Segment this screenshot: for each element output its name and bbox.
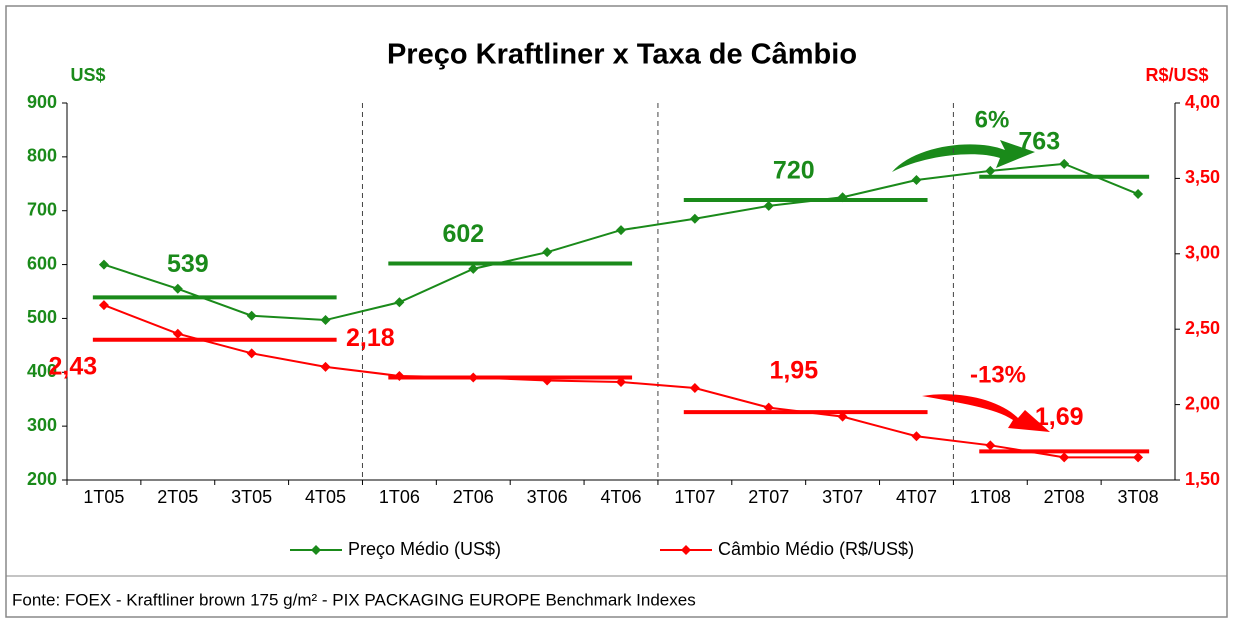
chart-border xyxy=(5,5,1228,618)
y2-tick-label: 1,50 xyxy=(1185,469,1220,489)
source-note: Fonte: FOEX - Kraftliner brown 175 g/m² … xyxy=(12,590,696,609)
point xyxy=(616,376,626,387)
y-tick-label: 900 xyxy=(27,92,57,112)
point xyxy=(98,300,109,311)
y-tick-label: 300 xyxy=(27,415,57,435)
annotation: -13% xyxy=(970,361,1026,388)
increase-arrow xyxy=(892,140,1035,172)
x-tick-label: 1T07 xyxy=(674,487,715,507)
point xyxy=(98,259,109,270)
annotation: 6% xyxy=(975,106,1010,133)
point xyxy=(763,402,774,413)
legend-label: Preço Médio (US$) xyxy=(348,539,501,559)
average-label: 763 xyxy=(1018,127,1060,155)
y-tick-label: 400 xyxy=(27,361,57,381)
x-tick-label: 4T05 xyxy=(305,487,346,507)
point xyxy=(468,263,479,274)
point xyxy=(1133,452,1144,463)
x-tick-label: 2T05 xyxy=(157,487,198,507)
point xyxy=(1059,452,1070,463)
x-tick-label: 2T08 xyxy=(1044,487,1085,507)
x-tick-label: 1T06 xyxy=(379,487,420,507)
y-tick-label: 200 xyxy=(27,469,57,489)
point xyxy=(985,165,996,176)
point xyxy=(763,200,774,211)
average-label: 2,43 xyxy=(49,352,98,380)
point xyxy=(246,310,257,321)
chart-title: Preço Kraftliner x Taxa de Câmbio xyxy=(387,39,857,71)
point xyxy=(985,440,996,451)
x-tick-label: 3T05 xyxy=(231,487,272,507)
legend-marker xyxy=(311,545,321,555)
x-tick-label: 2T07 xyxy=(748,487,789,507)
point xyxy=(172,328,183,339)
y-tick-label: 800 xyxy=(27,146,57,166)
point xyxy=(689,383,700,394)
x-tick-label: 1T08 xyxy=(970,487,1011,507)
point xyxy=(837,192,848,203)
point xyxy=(911,175,922,186)
legend-marker xyxy=(681,545,691,555)
point xyxy=(911,431,922,442)
average-label: 1,69 xyxy=(1035,403,1084,431)
x-tick-label: 1T05 xyxy=(83,487,124,507)
y-axis-label: US$ xyxy=(70,65,105,85)
x-tick-label: 2T06 xyxy=(453,487,494,507)
point xyxy=(172,283,183,294)
point xyxy=(394,297,405,308)
point xyxy=(320,315,331,326)
x-tick-label: 4T07 xyxy=(896,487,937,507)
y2-tick-label: 3,50 xyxy=(1185,167,1220,187)
x-tick-label: 3T08 xyxy=(1118,487,1159,507)
point xyxy=(394,370,405,381)
average-label: 1,95 xyxy=(769,357,818,385)
point xyxy=(468,372,479,383)
average-label: 2,18 xyxy=(346,324,395,352)
x-tick-label: 3T06 xyxy=(527,487,568,507)
point xyxy=(837,411,848,422)
average-label: 602 xyxy=(442,220,484,248)
point xyxy=(1133,189,1144,200)
point xyxy=(320,361,331,372)
point xyxy=(689,213,700,224)
x-tick-label: 3T07 xyxy=(822,487,863,507)
y2-tick-label: 2,50 xyxy=(1185,318,1220,338)
y2-tick-label: 4,00 xyxy=(1185,92,1220,112)
y2-tick-label: 2,00 xyxy=(1185,393,1220,413)
x-tick-label: 4T06 xyxy=(600,487,641,507)
y-tick-label: 600 xyxy=(27,253,57,273)
point xyxy=(542,375,553,386)
y-tick-label: 500 xyxy=(27,307,57,327)
point xyxy=(246,348,257,359)
point xyxy=(1059,158,1070,169)
average-label: 539 xyxy=(167,250,209,278)
y2-axis-label: R$/US$ xyxy=(1145,65,1208,85)
legend-label: Câmbio Médio (R$/US$) xyxy=(718,539,914,559)
decrease-arrow xyxy=(922,394,1050,432)
point xyxy=(616,225,626,236)
y-tick-label: 700 xyxy=(27,199,57,219)
average-label: 720 xyxy=(773,157,815,185)
y2-tick-label: 3,00 xyxy=(1185,243,1220,263)
point xyxy=(542,247,553,258)
